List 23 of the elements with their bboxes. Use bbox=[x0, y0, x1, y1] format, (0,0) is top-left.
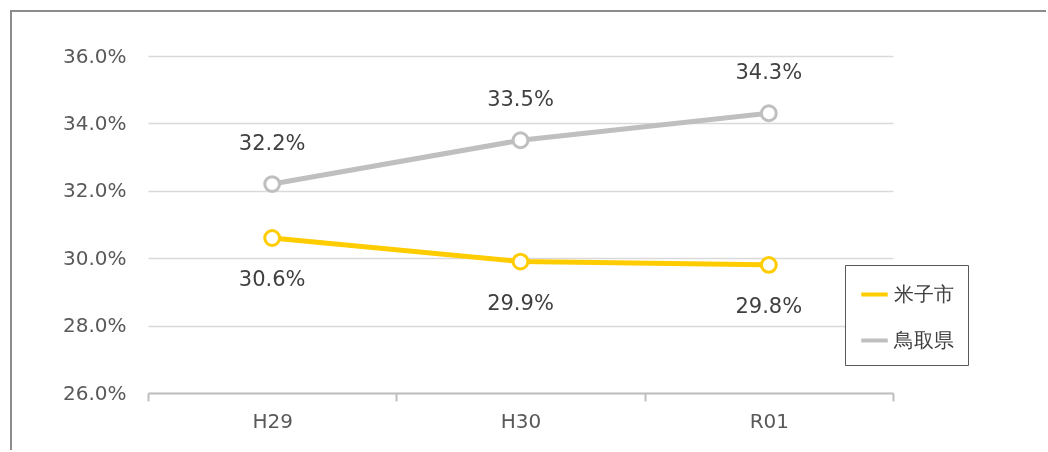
point bbox=[263, 175, 282, 193]
point bbox=[263, 229, 282, 247]
data-label: 29.8% bbox=[735, 293, 803, 318]
x-tick-label: H29 bbox=[252, 408, 293, 433]
y-tick-label: 30.0% bbox=[62, 245, 127, 270]
data-label: 34.3% bbox=[735, 60, 803, 85]
data-label: 33.5% bbox=[487, 87, 554, 112]
data-label: 30.6% bbox=[238, 266, 306, 291]
legend-label: 鳥取県 bbox=[893, 327, 954, 352]
y-tick-label: 36.0% bbox=[62, 43, 127, 68]
y-tick-label: 34.0% bbox=[62, 110, 127, 135]
y-tick-label: 28.0% bbox=[62, 313, 127, 338]
data-label: 32.2% bbox=[238, 131, 306, 156]
y-tick-label: 32.0% bbox=[62, 178, 127, 203]
point bbox=[511, 252, 530, 271]
x-tick-label: R01 bbox=[749, 408, 790, 433]
data-label: 29.9% bbox=[487, 290, 554, 315]
y-tick-label: 26.0% bbox=[62, 380, 127, 405]
x-tick-label: H30 bbox=[500, 408, 542, 433]
legend-label: 米子市 bbox=[894, 281, 954, 306]
point bbox=[759, 256, 778, 274]
point bbox=[759, 104, 778, 123]
point bbox=[511, 131, 530, 150]
